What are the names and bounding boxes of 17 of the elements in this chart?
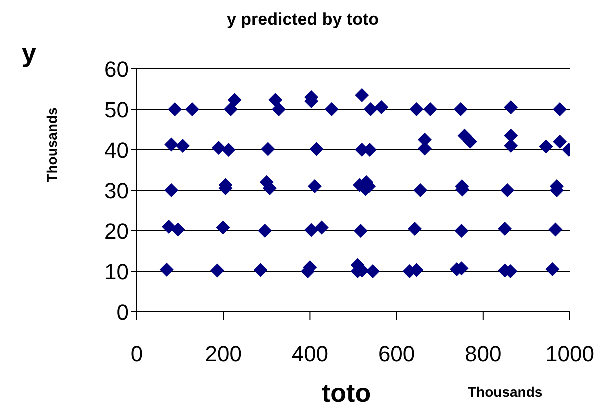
text: Thousands xyxy=(44,108,60,182)
y-axis-title: y xyxy=(22,38,36,69)
chart-title: y predicted by toto xyxy=(226,10,380,30)
text: Thousands xyxy=(468,384,543,400)
y-tick-label: 20 xyxy=(104,218,129,244)
y-tick-label: 0 xyxy=(116,300,129,325)
y-tick-label: 60 xyxy=(104,56,129,82)
x-tick-label: 800 xyxy=(465,342,502,367)
x-tick-label: 1000 xyxy=(546,342,594,367)
x-axis-title: toto xyxy=(322,378,372,409)
y-tick-label: 50 xyxy=(104,97,129,122)
x-tick-label: 400 xyxy=(292,342,329,367)
y-tick-label: 40 xyxy=(104,138,129,163)
x-tick-label: 600 xyxy=(378,342,416,367)
y-tick-label: 10 xyxy=(104,259,129,284)
y-tick-label: 30 xyxy=(104,178,129,204)
x-tick-label: 200 xyxy=(205,342,242,367)
